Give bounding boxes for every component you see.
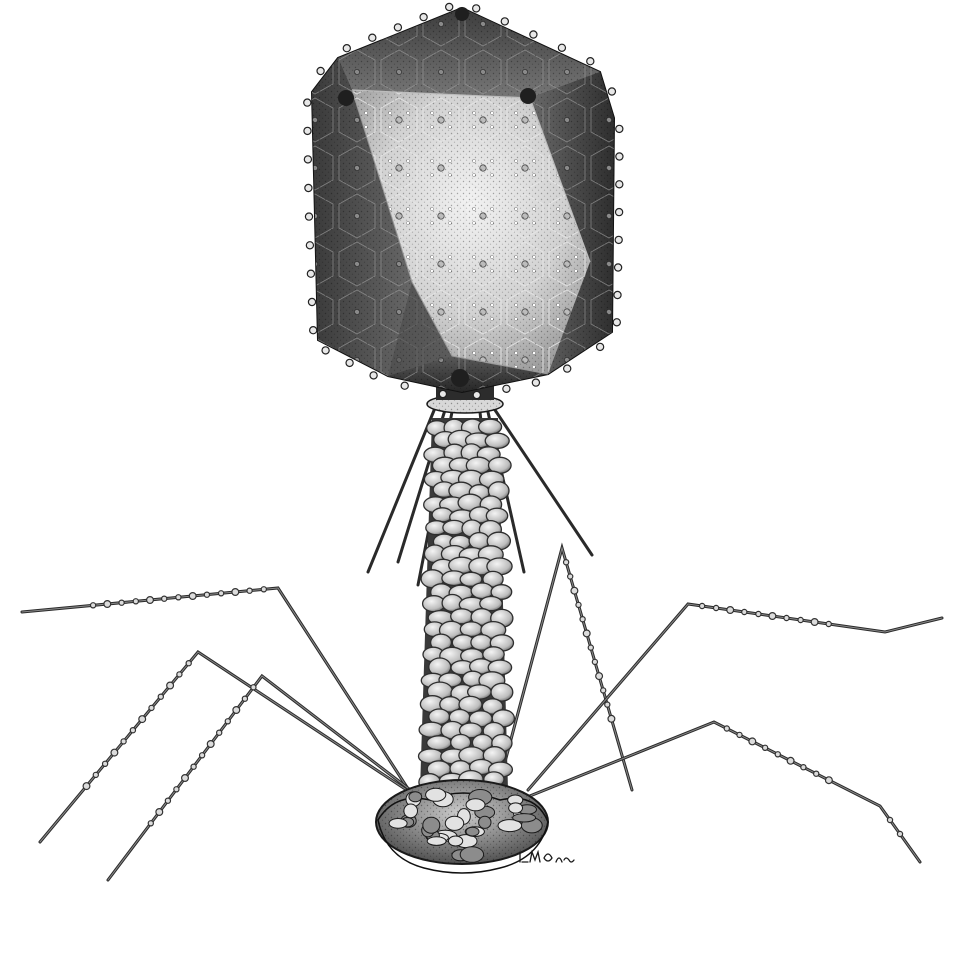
fiber-beads	[82, 559, 904, 838]
tail-fiber-right-low	[498, 720, 922, 864]
tail-fiber-left-upper	[20, 586, 414, 797]
tail-fiber-center	[488, 542, 634, 820]
artist-signature	[519, 849, 575, 863]
capsid-icosahedral-head	[303, 2, 624, 400]
contractile-tail-sheath	[417, 418, 516, 803]
baseplate	[375, 779, 549, 874]
